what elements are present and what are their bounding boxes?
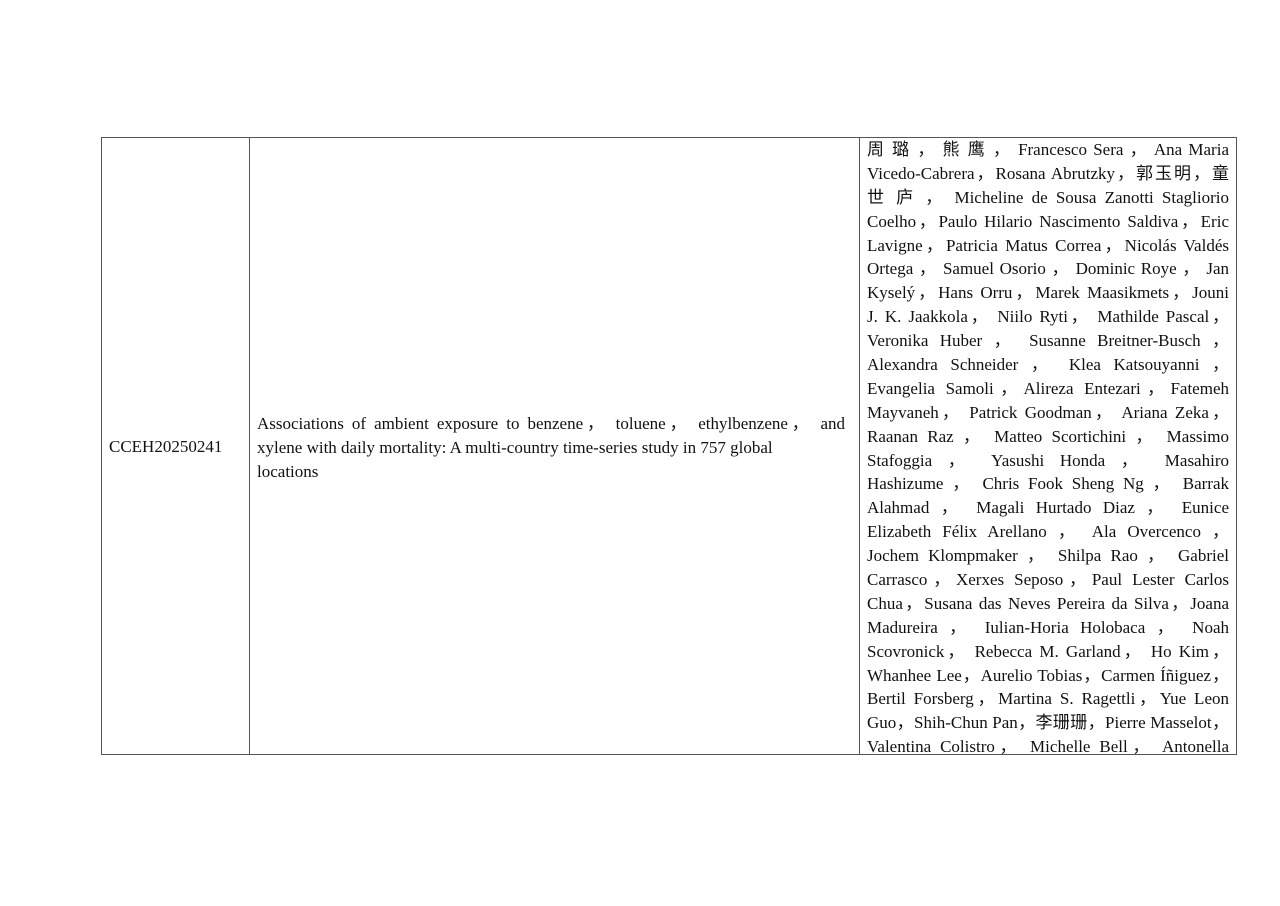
author-line: Scovronick， Rebecca M. Garland， Ho Kim， <box>867 641 1229 661</box>
author-line: 周 璐 ， 熊 鹰 ， Francesco Sera ， Ana Maria <box>867 140 1229 159</box>
author-line: Vicedo-Cabrera，Rosana Abrutzky，郭玉明，童 <box>867 163 1229 183</box>
publication-title: Associations of ambient exposure to benz… <box>257 412 845 484</box>
author-line: Stafoggia ， Yasushi Honda ， Masahiro <box>867 450 1229 470</box>
title-cell: Associations of ambient exposure to benz… <box>250 138 860 754</box>
author-line: Mayvaneh， Patrick Goodman， Ariana Zeka， <box>867 402 1229 422</box>
author-line: Evangelia Samoli，Alireza Entezari，Fateme… <box>867 378 1229 398</box>
authors-cell: 周 璐 ， 熊 鹰 ， Francesco Sera ， Ana Maria Vi… <box>860 138 1236 756</box>
author-line: Whanhee Lee，Aurelio Tobias，Carmen Íñigue… <box>867 665 1229 685</box>
author-line: Chua，Susana das Neves Pereira da Silva，J… <box>867 593 1229 613</box>
title-line: xylene with daily mortality: A multi-cou… <box>257 437 773 457</box>
author-line: 世 庐 ， Micheline de Sousa Zanotti Staglio… <box>867 187 1229 207</box>
author-line: Madureira ， Iulian-Horia Holobaca ， Noah <box>867 617 1229 637</box>
author-line: Jochem Klompmaker ， Shilpa Rao ， Gabriel <box>867 546 1229 566</box>
author-line: Ortega ， Samuel Osorio ， Dominic Roye ， … <box>867 259 1229 279</box>
author-line: Guo，Shih-Chun Pan，李珊珊，Pierre Masselot， <box>867 713 1229 733</box>
publication-id: CCEH20250241 <box>109 437 223 456</box>
author-line: Lavigne，Patricia Matus Correa，Nicolás Va… <box>867 235 1229 255</box>
author-line: Valentina Colistro， Michelle Bell， Anton… <box>867 737 1229 757</box>
author-line: Kyselý，Hans Orru，Marek Maasikmets，Jouni <box>867 283 1229 303</box>
publication-table: CCEH20250241 Associations of ambient exp… <box>101 137 1237 756</box>
author-line: Bertil Forsberg，Martina S. Ragettli，Yue … <box>867 689 1229 709</box>
title-line: Associations of ambient exposure to benz… <box>257 414 845 433</box>
author-line: Carrasco，Xerxes Seposo，Paul Lester Carlo… <box>867 570 1229 590</box>
author-line: Elizabeth Félix Arellano ， Ala Overcenco… <box>867 522 1229 542</box>
author-line: Raanan Raz ， Matteo Scortichini ， Massim… <box>867 426 1229 446</box>
author-line: Alahmad ， Magali Hurtado Diaz ， Eunice <box>867 498 1229 518</box>
author-line: Coelho，Paulo Hilario Nascimento Saldiva，… <box>867 211 1229 231</box>
author-line: Veronika Huber ， Susanne Breitner-Busch … <box>867 331 1229 351</box>
author-line: J. K. Jaakkola， Niilo Ryti， Mathilde Pas… <box>867 307 1229 327</box>
author-list: 周 璐 ， 熊 鹰 ， Francesco Sera ， Ana Maria Vi… <box>867 138 1229 759</box>
id-cell: CCEH20250241 <box>102 138 250 754</box>
author-line: Alexandra Schneider ， Klea Katsouyanni ， <box>867 355 1229 375</box>
author-line: Hashizume ， Chris Fook Sheng Ng ， Barrak <box>867 474 1229 494</box>
title-line: locations <box>257 461 319 481</box>
